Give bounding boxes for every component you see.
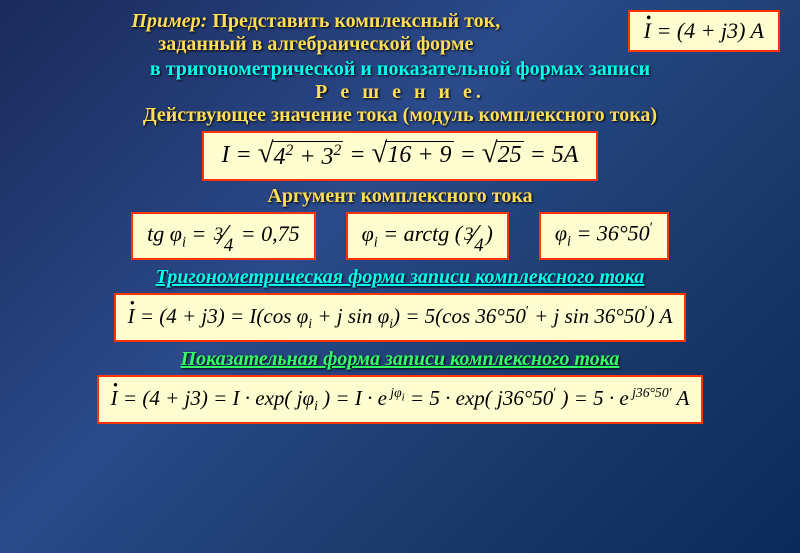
modulus-title: Действующее значение тока (модуль компле… [20,104,780,127]
header-row: Пример: Представить комплексный ток, зад… [20,10,780,56]
sub-header: в тригонометрической и показательной фор… [20,58,780,81]
given-formula-box: I = (4 + j3) A [628,10,780,52]
example-word: Пример: [131,10,207,32]
trig-formula: I = (4 + j3) = I(cos φi + j sin φi) = 5(… [114,293,687,342]
slide-container: Пример: Представить комплексный ток, зад… [0,0,800,438]
arg-formula-1: tg φi = 3⁄4 = 0,75 [131,212,315,260]
exp-title: Показательная форма записи комплексного … [20,348,780,371]
trig-title: Тригонометрическая форма записи комплекс… [20,266,780,289]
header-line1: Представить комплексный ток, [212,10,500,32]
modulus-row: I = √42 + 32 = √16 + 9 = √25 = 5A [20,131,780,181]
trig-row: I = (4 + j3) = I(cos φi + j sin φi) = 5(… [20,293,780,342]
header-text: Пример: Представить комплексный ток, зад… [20,10,612,56]
argument-row: tg φi = 3⁄4 = 0,75 φi = arctg (3⁄4) φi =… [20,212,780,260]
arg-formula-3: φi = 36°50′ [539,212,669,260]
header-line2: заданный в алгебраической форме [158,33,473,55]
arg-formula-2: φi = arctg (3⁄4) [346,212,509,260]
exp-formula: I = (4 + j3) = I · exp( jφi ) = I · e jφ… [97,375,704,424]
solution-word: Р е ш е н и е. [20,81,780,104]
exp-row: I = (4 + j3) = I · exp( jφi ) = I · e jφ… [20,375,780,424]
modulus-formula: I = √42 + 32 = √16 + 9 = √25 = 5A [202,131,599,181]
argument-title: Аргумент комплексного тока [20,185,780,208]
